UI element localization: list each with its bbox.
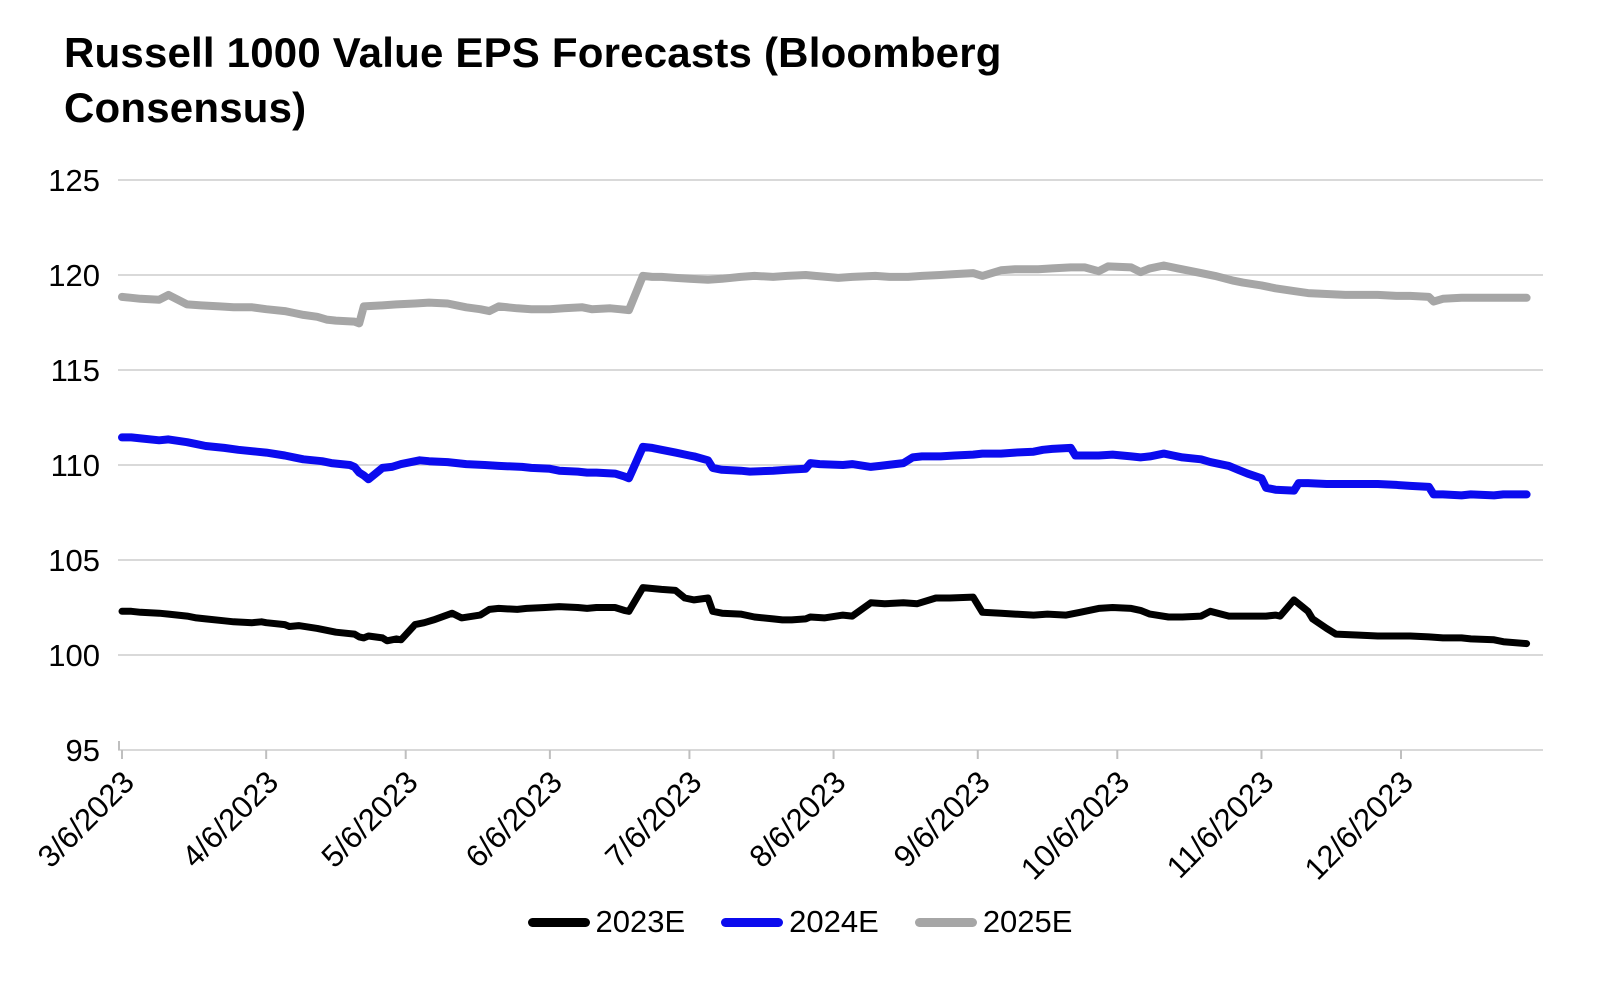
chart-legend: 2023E 2024E 2025E — [0, 898, 1600, 946]
legend-label: 2024E — [789, 904, 879, 939]
x-tick-label: 4/6/2023 — [175, 764, 285, 874]
y-tick-label: 120 — [48, 258, 100, 293]
x-tick-label: 12/6/2023 — [1298, 764, 1420, 886]
y-axis-labels: 125 120 115 110 105 100 95 — [48, 163, 100, 768]
legend-label: 2023E — [595, 904, 686, 939]
series-line-2024E — [118, 433, 1531, 500]
y-tick-label: 95 — [66, 733, 100, 768]
legend-swatch-2023E — [527, 917, 590, 927]
y-tick-label: 105 — [48, 543, 100, 578]
x-tick-label: 7/6/2023 — [598, 764, 708, 874]
y-tick-label: 115 — [51, 353, 100, 388]
series-line-2023E — [118, 584, 1531, 648]
legend-swatch-2025E — [914, 917, 977, 927]
gridlines — [118, 179, 1543, 751]
x-axis: 3/6/2023 4/6/2023 5/6/2023 6/6/2023 7/6/2023… — [31, 741, 1420, 886]
y-tick-label: 125 — [48, 163, 100, 198]
x-tick-label: 6/6/2023 — [459, 764, 569, 874]
x-tick-label: 8/6/2023 — [742, 764, 852, 874]
legend-item-2025E: 2025E — [914, 904, 1073, 940]
x-tick-label: 9/6/2023 — [887, 764, 997, 874]
y-tick-label: 100 — [48, 638, 100, 673]
x-tick-label: 5/6/2023 — [315, 764, 425, 874]
legend-item-2024E: 2024E — [721, 904, 879, 940]
series-line-2025E — [118, 261, 1531, 328]
legend-item-2023E: 2023E — [527, 904, 686, 940]
legend-swatch-2024E — [721, 917, 784, 927]
x-tick-label: 10/6/2023 — [1014, 764, 1136, 886]
x-tick-label: 11/6/2023 — [1160, 764, 1281, 885]
y-tick-label: 110 — [51, 448, 100, 483]
chart-title: Russell 1000 Value EPS Forecasts (Bloomb… — [64, 29, 1002, 131]
legend-label: 2025E — [982, 904, 1073, 939]
x-tick-label: 3/6/2023 — [31, 764, 141, 874]
